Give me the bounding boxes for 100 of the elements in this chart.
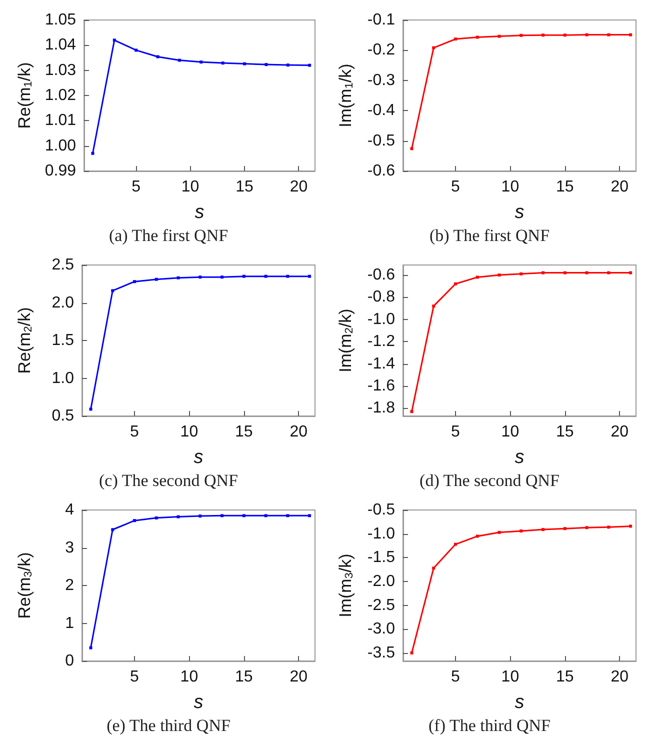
point: [454, 282, 458, 286]
y-tick-label: -0.4: [367, 102, 396, 120]
y-tick-label: -0.6: [367, 266, 396, 284]
point: [498, 273, 501, 276]
point: [410, 651, 414, 654]
point: [520, 529, 523, 532]
y-tick-label: 1.04: [44, 36, 76, 54]
point: [198, 514, 202, 518]
point: [629, 271, 632, 274]
y-axis-title: Im(m1/k): [336, 64, 356, 128]
point: [89, 408, 92, 411]
point: [134, 48, 138, 52]
x-tick-label: 20: [290, 424, 308, 440]
point: [585, 526, 588, 530]
y-tick-label: -0.8: [367, 288, 396, 306]
point: [410, 410, 414, 414]
x-tick-label: 15: [556, 424, 574, 440]
x-tick-label: 5: [130, 668, 140, 686]
y-tick-label: -1.5: [367, 549, 396, 566]
y-tick-label: 1.5: [52, 332, 74, 349]
y-tick-label: -0.5: [367, 502, 396, 518]
x-tick-label: 15: [556, 178, 574, 196]
point: [410, 147, 414, 150]
text: (d) The second QNF: [420, 471, 560, 490]
y-tick-label: -3.0: [367, 620, 396, 638]
point: [454, 38, 458, 41]
x-tick-label: 15: [235, 668, 253, 686]
point: [542, 271, 545, 274]
y-tick-label: -0.3: [367, 72, 396, 89]
point: [176, 515, 180, 518]
x-tick-label: 5: [451, 178, 460, 196]
point: [308, 274, 312, 278]
x-tick-label: 5: [132, 178, 141, 196]
point: [585, 33, 588, 36]
point: [563, 271, 566, 274]
x-tick-label: 15: [235, 424, 253, 440]
y-tick-label: -3.5: [367, 644, 396, 662]
y-tick-label: 0: [65, 652, 74, 670]
x-axis-title: s: [194, 202, 205, 223]
point: [542, 34, 545, 37]
point: [154, 278, 158, 281]
x-tick-label: 10: [501, 668, 520, 686]
point: [563, 34, 566, 37]
point: [563, 527, 566, 530]
point: [198, 276, 202, 279]
text: (c) The second QNF: [99, 471, 238, 490]
x-tick-label: 20: [610, 178, 629, 196]
point: [520, 272, 523, 276]
point: [286, 514, 290, 518]
point: [111, 528, 114, 532]
x-tick-label: 5: [451, 668, 460, 686]
point: [220, 514, 224, 518]
point: [111, 289, 114, 292]
text: (e) The third QNF: [106, 716, 230, 735]
x-tick-label: 10: [180, 668, 198, 686]
point: [432, 566, 436, 570]
point: [629, 524, 632, 528]
x-tick-label: 20: [610, 424, 629, 440]
y-tick-label: 1.0: [52, 370, 74, 387]
point: [454, 542, 458, 546]
text: (f) The third QNF: [428, 716, 550, 735]
y-tick-label: -1.8: [367, 400, 396, 417]
y-tick-label: 2.0: [52, 294, 74, 312]
point: [629, 33, 632, 36]
point: [133, 519, 136, 522]
point: [476, 534, 479, 538]
point: [89, 646, 92, 650]
y-tick-label: -1.0: [367, 310, 396, 328]
x-tick-label: 20: [610, 668, 629, 686]
point: [498, 530, 501, 534]
y-tick-label: 0.99: [44, 162, 76, 180]
y-tick-label: -2.0: [367, 572, 396, 590]
x-tick-label: 10: [181, 178, 200, 196]
x-axis-title: s: [514, 692, 525, 713]
point: [243, 62, 246, 66]
point: [607, 526, 610, 529]
point: [607, 33, 610, 36]
point: [476, 36, 479, 39]
point: [308, 64, 312, 67]
x-tick-label: 15: [236, 178, 254, 196]
y-axis-title: Im(m3/k): [336, 554, 356, 618]
y-axis-title: Re(m2/k): [15, 307, 34, 374]
x-axis-title: s: [194, 692, 204, 713]
y-tick-label: 0.5: [52, 408, 74, 424]
y-tick-label: -0.6: [367, 162, 396, 180]
x-tick-label: 10: [501, 424, 520, 440]
point: [133, 280, 136, 284]
y-axis-title: Re(m3/k): [15, 552, 34, 619]
x-tick-label: 20: [290, 668, 308, 686]
point: [542, 528, 545, 532]
point: [432, 304, 436, 308]
text: (a) The first QNF: [108, 226, 228, 245]
y-tick-label: 3: [65, 539, 74, 556]
point: [264, 274, 268, 278]
point: [476, 276, 479, 279]
point: [585, 271, 588, 274]
point: [154, 516, 158, 520]
y-tick-label: 1.01: [44, 112, 76, 130]
point: [220, 276, 224, 279]
x-axis-title: s: [514, 447, 525, 468]
